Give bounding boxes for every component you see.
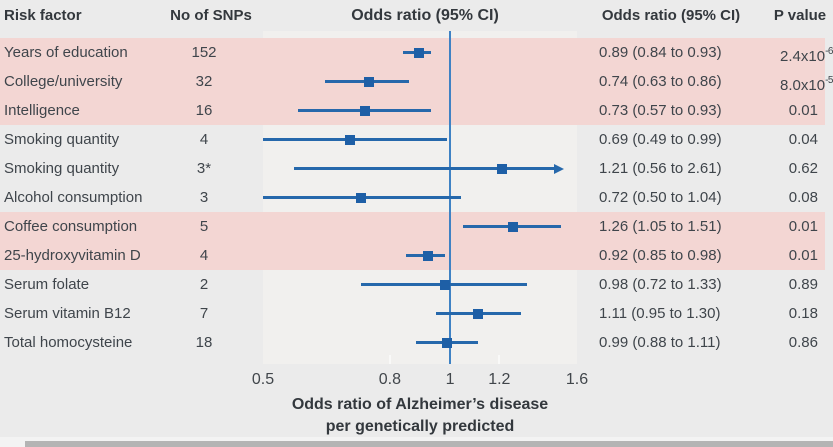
horizontal-scrollbar[interactable]: [25, 441, 833, 447]
p-value-base: 0.01: [788, 102, 818, 119]
p-value-base: 2.4x10: [780, 48, 826, 65]
column-header-p-value: P value: [773, 7, 827, 24]
column-header-odds-ratio-text: Odds ratio (95% CI): [601, 7, 741, 24]
snp-count: 4: [199, 247, 209, 264]
p-value-text: 0.01: [700, 241, 818, 270]
odds-ratio-marker: [413, 47, 424, 58]
column-header-risk-factor: Risk factor: [4, 7, 82, 24]
snp-count: 152: [191, 44, 217, 61]
p-value-text: 0.86: [700, 328, 818, 357]
risk-factor-label: Serum vitamin B12: [4, 305, 131, 322]
odds-ratio-ci-text: 1.26 (1.05 to 1.51): [599, 218, 722, 235]
snp-count: 32: [195, 73, 213, 90]
odds-ratio-marker: [356, 192, 367, 203]
odds-ratio-ci-text: 1.11 (0.95 to 1.30): [599, 305, 721, 322]
risk-factor-label: Alcohol consumption: [4, 189, 143, 206]
p-value-exponent: -6: [825, 46, 833, 57]
odds-ratio-marker: [363, 76, 374, 87]
odds-ratio-marker: [439, 279, 450, 290]
odds-ratio-marker: [360, 105, 371, 116]
snp-count: 3*: [196, 160, 212, 177]
snp-count: 18: [195, 334, 213, 351]
snp-count: 3: [199, 189, 209, 206]
risk-factor-label: College/university: [4, 73, 123, 90]
snp-count: 16: [195, 102, 213, 119]
p-value-base: 8.0x10: [780, 77, 826, 94]
snp-count: 4: [199, 131, 209, 148]
p-value-text: 0.08: [700, 183, 818, 212]
odds-ratio-ci-text: 0.98 (0.72 to 1.33): [599, 276, 722, 293]
odds-ratio-ci-text: 0.69 (0.49 to 0.99): [599, 131, 722, 148]
axis-tick-mark: [498, 355, 501, 364]
confidence-interval-line: [263, 138, 448, 141]
odds-ratio-marker: [422, 250, 433, 261]
p-value-base: 0.01: [788, 218, 818, 235]
p-value-base: 0.01: [788, 247, 818, 264]
odds-ratio-marker: [473, 308, 484, 319]
highlight-band-row: [0, 212, 825, 241]
risk-factor-label: 25-hydroxyvitamin D: [4, 247, 141, 264]
odds-ratio-ci-text: 0.89 (0.84 to 0.93): [599, 44, 722, 61]
p-value-base: 0.89: [788, 276, 818, 293]
p-value-text: 0.89: [700, 270, 818, 299]
odds-ratio-marker: [344, 134, 355, 145]
odds-ratio-marker: [496, 163, 507, 174]
p-value-text: 0.18: [700, 299, 818, 328]
p-value-base: 0.04: [788, 131, 818, 148]
p-value-text: 0.62: [700, 154, 818, 183]
risk-factor-label: Total homocysteine: [4, 334, 133, 351]
odds-ratio-marker: [507, 221, 518, 232]
odds-ratio-ci-text: 0.72 (0.50 to 1.04): [599, 189, 722, 206]
snp-count: 7: [199, 305, 209, 322]
p-value-text: 0.04: [700, 125, 818, 154]
x-axis-tick-label: 0.8: [378, 371, 401, 388]
odds-ratio-ci-text: 0.73 (0.57 to 0.93): [599, 102, 722, 119]
p-value-text: 8.0x10-5: [700, 67, 833, 96]
snp-count: 5: [199, 218, 209, 235]
axis-tick-mark: [388, 355, 391, 364]
risk-factor-label: Smoking quantity: [4, 160, 120, 177]
p-value-text: 0.01: [700, 96, 818, 125]
highlight-band-row: [0, 67, 825, 96]
risk-factor-label: Years of education: [4, 44, 128, 61]
snp-count: 2: [199, 276, 209, 293]
odds-ratio-ci-text: 1.21 (0.56 to 2.61): [599, 160, 722, 177]
p-value-text: 0.01: [700, 212, 818, 241]
risk-factor-label: Intelligence: [4, 102, 80, 119]
p-value-text: 2.4x10-6: [700, 38, 833, 67]
x-axis-title-line1: Odds ratio of Alzheimer’s disease: [291, 396, 549, 413]
odds-ratio-ci-text: 0.99 (0.88 to 1.11): [599, 334, 721, 351]
x-axis-title-line2: per genetically predicted: [325, 418, 515, 435]
p-value-base: 0.62: [788, 160, 818, 177]
ci-arrow-right-icon: [554, 163, 565, 174]
odds-ratio-ci-text: 0.92 (0.85 to 0.98): [599, 247, 722, 264]
x-axis-tick-label: 0.5: [251, 371, 275, 388]
risk-factor-label: Smoking quantity: [4, 131, 120, 148]
p-value-base: 0.18: [788, 305, 818, 322]
risk-factor-label: Coffee consumption: [4, 218, 138, 235]
odds-ratio-ci-text: 0.74 (0.63 to 0.86): [599, 73, 722, 90]
odds-ratio-marker: [442, 337, 453, 348]
p-value-base: 0.08: [788, 189, 818, 206]
p-value-base: 0.86: [788, 334, 818, 351]
x-axis-tick-label: 1: [445, 371, 455, 388]
x-axis-tick-label: 1.2: [488, 371, 511, 388]
column-header-odds-ratio-plot: Odds ratio (95% CI): [351, 7, 499, 24]
p-value-exponent: -5: [825, 75, 833, 86]
x-axis-tick-label: 1.6: [565, 371, 589, 388]
column-header-no-of-snps: No of SNPs: [170, 7, 252, 24]
risk-factor-label: Serum folate: [4, 276, 90, 293]
confidence-interval-line: [293, 167, 555, 170]
